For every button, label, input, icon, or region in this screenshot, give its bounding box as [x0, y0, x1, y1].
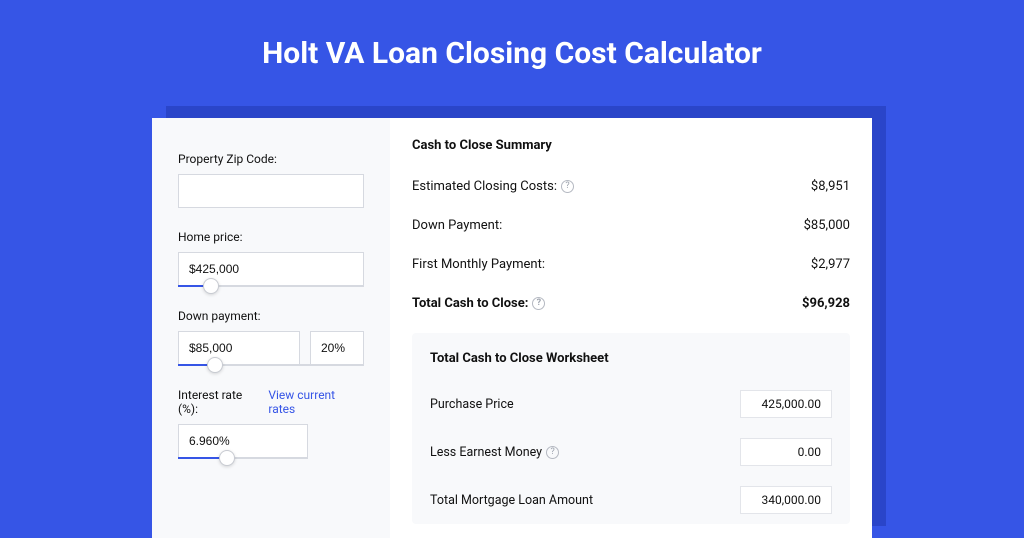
worksheet-panel: Total Cash to Close Worksheet Purchase P…: [412, 333, 850, 524]
worksheet-row: Total Mortgage Loan Amount 340,000.00: [430, 476, 832, 524]
zip-field: Property Zip Code:: [178, 152, 364, 208]
summary-total-row: Total Cash to Close: ? $96,928: [412, 284, 850, 323]
home-price-slider[interactable]: [178, 285, 364, 287]
down-payment-input[interactable]: [178, 331, 300, 365]
summary-row: Estimated Closing Costs: ? $8,951: [412, 167, 850, 206]
interest-slider-thumb[interactable]: [219, 450, 235, 466]
summary-row-label: Estimated Closing Costs:: [412, 179, 557, 194]
worksheet-row: Less Earnest Money ? 0.00: [430, 428, 832, 476]
summary-total-value: $96,928: [802, 296, 850, 311]
worksheet-row-value[interactable]: 340,000.00: [740, 486, 832, 514]
interest-label-row: Interest rate (%): View current rates: [178, 388, 364, 416]
down-payment-slider[interactable]: [178, 364, 364, 366]
worksheet-row-value[interactable]: 0.00: [740, 438, 832, 466]
interest-input[interactable]: [178, 424, 308, 458]
summary-heading: Cash to Close Summary: [412, 138, 850, 153]
summary-row-value: $8,951: [811, 179, 850, 194]
page-title: Holt VA Loan Closing Cost Calculator: [0, 0, 1024, 93]
home-price-slider-thumb[interactable]: [203, 278, 219, 294]
down-payment-label: Down payment:: [178, 309, 364, 323]
zip-input[interactable]: [178, 174, 364, 208]
home-price-label: Home price:: [178, 230, 364, 244]
summary-row-value: $2,977: [811, 257, 850, 272]
down-payment-pct-input[interactable]: [310, 331, 364, 365]
summary-row-label: Down Payment:: [412, 218, 502, 233]
info-icon[interactable]: ?: [561, 180, 574, 193]
input-panel: Property Zip Code: Home price: Down paym…: [152, 118, 390, 538]
summary-row: First Monthly Payment: $2,977: [412, 245, 850, 284]
summary-panel: Cash to Close Summary Estimated Closing …: [390, 118, 872, 538]
interest-field: Interest rate (%): View current rates: [178, 388, 364, 459]
summary-row: Down Payment: $85,000: [412, 206, 850, 245]
summary-row-value: $85,000: [804, 218, 850, 233]
summary-row-label: First Monthly Payment:: [412, 257, 545, 272]
zip-label: Property Zip Code:: [178, 152, 364, 166]
worksheet-row-label: Less Earnest Money: [430, 445, 542, 460]
info-icon[interactable]: ?: [532, 297, 545, 310]
summary-total-label: Total Cash to Close:: [412, 296, 528, 311]
worksheet-row: Purchase Price 425,000.00: [430, 380, 832, 428]
interest-slider[interactable]: [178, 457, 308, 459]
worksheet-row-label: Purchase Price: [430, 397, 514, 412]
down-payment-field: Down payment:: [178, 309, 364, 366]
info-icon[interactable]: ?: [546, 446, 559, 459]
interest-label: Interest rate (%):: [178, 388, 264, 416]
home-price-field: Home price:: [178, 230, 364, 287]
worksheet-row-value[interactable]: 425,000.00: [740, 390, 832, 418]
worksheet-heading: Total Cash to Close Worksheet: [430, 351, 832, 366]
worksheet-row-label: Total Mortgage Loan Amount: [430, 493, 593, 508]
view-rates-link[interactable]: View current rates: [268, 388, 364, 416]
calculator-card: Property Zip Code: Home price: Down paym…: [152, 118, 872, 538]
down-payment-slider-thumb[interactable]: [207, 357, 223, 373]
